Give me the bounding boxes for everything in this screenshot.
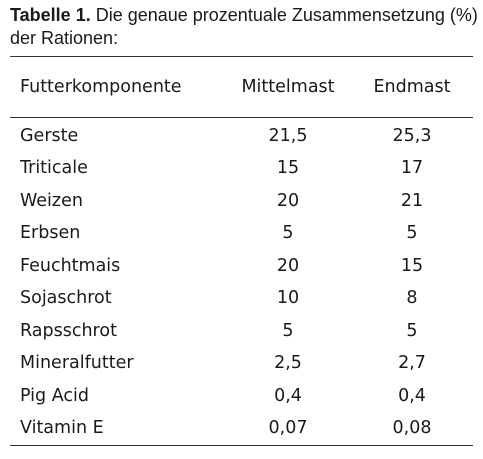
cell-mittelmast: 20 (276, 191, 300, 211)
cell-component: Gerste (20, 126, 79, 146)
cell-component: Sojaschrot (20, 288, 112, 308)
cell-component: Erbsen (20, 223, 81, 243)
cell-endmast: 0,4 (398, 386, 426, 406)
caption-label: Tabelle 1. (10, 5, 91, 25)
header-futterkomponente: Futterkomponente (20, 77, 182, 97)
cell-mittelmast: 20 (276, 256, 300, 276)
caption-text: Die genaue prozentuale Zusammensetzung (… (10, 5, 478, 48)
cell-endmast: 2,7 (398, 353, 426, 373)
table-row: Gerste 21,5 25,3 (0, 120, 483, 152)
cell-endmast: 25,3 (392, 126, 432, 146)
table-row: Sojaschrot 10 8 (0, 282, 483, 314)
cell-mittelmast: 21,5 (268, 126, 308, 146)
cell-mittelmast: 0,4 (274, 386, 302, 406)
cell-mittelmast: 0,07 (268, 418, 308, 438)
table-row: Triticale 15 17 (0, 152, 483, 184)
cell-mittelmast: 15 (276, 158, 300, 178)
cell-component: Feuchtmais (20, 256, 121, 276)
cell-component: Vitamin E (20, 418, 104, 438)
table-row: Feuchtmais 20 15 (0, 250, 483, 282)
cell-endmast: 5 (406, 223, 418, 243)
cell-mittelmast: 5 (282, 321, 294, 341)
cell-endmast: 5 (406, 321, 418, 341)
cell-component: Weizen (20, 191, 83, 211)
cell-endmast: 15 (400, 256, 424, 276)
table-row: Erbsen 5 5 (0, 217, 483, 249)
table-row: Pig Acid 0,4 0,4 (0, 380, 483, 412)
cell-component: Rapsschrot (20, 321, 117, 341)
cell-component: Triticale (20, 158, 88, 178)
table-top-rule (10, 56, 473, 57)
header-mittelmast: Mittelmast (241, 77, 335, 97)
cell-endmast: 0,08 (392, 418, 432, 438)
table-row: Weizen 20 21 (0, 185, 483, 217)
header-endmast: Endmast (373, 77, 451, 97)
cell-mittelmast: 2,5 (274, 353, 302, 373)
table-row: Rapsschrot 5 5 (0, 315, 483, 347)
table-row: Vitamin E 0,07 0,08 (0, 412, 483, 444)
cell-endmast: 17 (400, 158, 424, 178)
cell-endmast: 21 (400, 191, 424, 211)
cell-mittelmast: 5 (282, 223, 294, 243)
table-caption: Tabelle 1. Die genaue prozentuale Zusamm… (10, 4, 480, 50)
cell-component: Mineralfutter (20, 353, 134, 373)
table-row: Mineralfutter 2,5 2,7 (0, 347, 483, 379)
table-header-rule (10, 117, 473, 118)
cell-endmast: 8 (406, 288, 418, 308)
cell-component: Pig Acid (20, 386, 89, 406)
table-header-row: Futterkomponente Mittelmast Endmast (0, 71, 483, 103)
cell-mittelmast: 10 (276, 288, 300, 308)
table-bottom-rule (10, 445, 473, 446)
